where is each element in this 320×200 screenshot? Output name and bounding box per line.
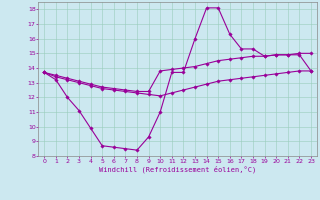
X-axis label: Windchill (Refroidissement éolien,°C): Windchill (Refroidissement éolien,°C) xyxy=(99,165,256,173)
